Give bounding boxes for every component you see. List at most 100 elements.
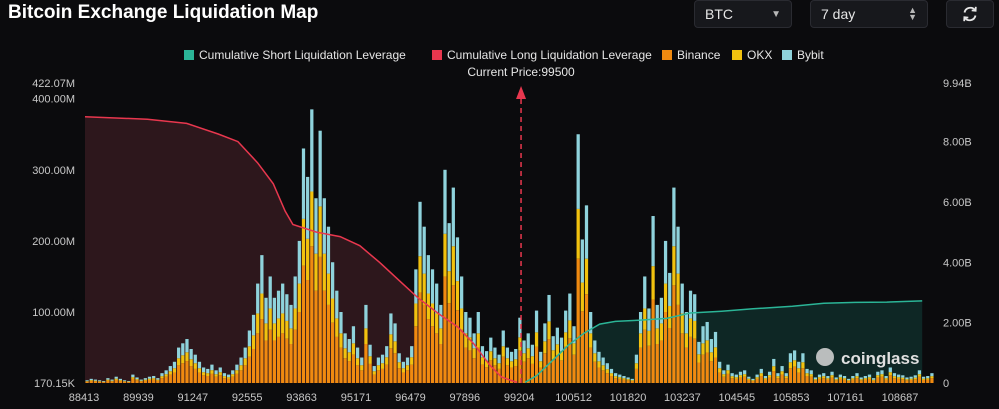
- bar-okx: [776, 376, 780, 379]
- bar-okx: [867, 377, 872, 379]
- bar-bybit: [301, 148, 306, 219]
- bar-okx: [460, 308, 464, 330]
- bar-okx: [318, 206, 322, 257]
- bar-okx: [235, 370, 239, 374]
- bar-binance: [509, 367, 514, 383]
- short-cumulative-area: [524, 300, 923, 383]
- y-left-tick-label: 170.15K: [34, 378, 76, 390]
- bar-bybit: [493, 347, 497, 359]
- bar-bybit: [851, 376, 855, 379]
- bar-binance: [247, 356, 252, 383]
- bar-okx: [368, 356, 372, 364]
- bar-bybit: [314, 198, 318, 254]
- bar-bybit: [559, 337, 564, 352]
- bar-binance: [131, 378, 135, 383]
- bar-okx: [285, 320, 289, 339]
- bar-okx: [226, 377, 231, 379]
- bar-okx: [651, 266, 655, 300]
- symbol-select[interactable]: BTC ▼: [694, 0, 792, 28]
- bar-binance: [156, 380, 160, 383]
- bar-binance: [734, 378, 738, 383]
- bar-binance: [122, 381, 127, 383]
- bar-okx: [156, 379, 160, 381]
- bar-bybit: [372, 366, 376, 372]
- bar-okx: [701, 343, 705, 355]
- bar-bybit: [393, 323, 397, 342]
- bar-okx: [181, 355, 185, 364]
- bar-binance: [476, 347, 480, 383]
- bar-binance: [335, 336, 339, 383]
- bar-bybit: [118, 378, 122, 381]
- bar-okx: [888, 372, 892, 376]
- bar-bybit: [543, 323, 547, 342]
- bar-bybit: [763, 376, 768, 379]
- bar-binance: [347, 361, 351, 383]
- bar-okx: [435, 313, 439, 334]
- bar-binance: [668, 328, 672, 383]
- bar-bybit: [260, 255, 264, 294]
- bar-bybit: [772, 358, 776, 367]
- bar-okx: [809, 374, 813, 377]
- bar-binance: [626, 380, 630, 383]
- bar-bybit: [634, 354, 639, 364]
- bar-bybit: [805, 368, 809, 374]
- bar-bybit: [684, 312, 688, 334]
- bar-okx: [306, 238, 310, 281]
- bar-okx: [480, 357, 485, 365]
- bar-okx: [231, 374, 235, 377]
- bar-okx: [260, 293, 264, 320]
- bar-binance: [177, 365, 181, 383]
- bar-okx: [247, 346, 252, 357]
- bar-binance: [514, 366, 518, 383]
- bar-okx: [164, 374, 168, 377]
- bar-bybit: [792, 350, 797, 361]
- bar-bybit: [505, 347, 510, 359]
- bar-bybit: [776, 373, 780, 377]
- bar-binance: [618, 378, 622, 383]
- bar-bybit: [414, 269, 418, 304]
- bar-bybit: [580, 239, 584, 283]
- bar-okx: [310, 191, 314, 247]
- bar-okx: [897, 377, 901, 379]
- coinglass-logo-icon: [816, 348, 834, 366]
- refresh-button[interactable]: [946, 0, 994, 28]
- range-select[interactable]: 7 day ▲ ▼: [810, 0, 928, 28]
- bar-binance: [264, 340, 268, 383]
- bar-bybit: [264, 297, 268, 324]
- x-tick-label: 97896: [450, 392, 481, 404]
- bar-binance: [306, 280, 310, 383]
- bar-okx: [901, 377, 905, 380]
- bar-binance: [447, 303, 451, 383]
- bar-bybit: [780, 366, 784, 372]
- bar-okx: [264, 323, 268, 341]
- bar-bybit: [443, 169, 447, 234]
- bar-binance: [380, 368, 385, 383]
- bar-okx: [218, 372, 222, 376]
- bar-binance: [181, 363, 185, 383]
- bar-binance: [493, 365, 497, 383]
- bar-bybit: [276, 290, 281, 319]
- legend-swatch-bybit: [782, 50, 792, 60]
- bar-okx: [668, 305, 672, 329]
- bar-binance: [589, 347, 593, 383]
- bar-bybit: [680, 283, 684, 314]
- bar-bybit: [605, 363, 609, 370]
- bar-okx: [672, 246, 676, 286]
- bar-bybit: [509, 351, 514, 362]
- bar-bybit: [201, 367, 206, 373]
- bar-bybit: [222, 373, 227, 377]
- bar-binance: [410, 364, 414, 383]
- bar-binance: [193, 368, 197, 383]
- bar-binance: [809, 376, 813, 383]
- bar-bybit: [193, 354, 197, 364]
- bar-okx: [464, 333, 468, 348]
- bar-binance: [451, 285, 455, 383]
- bar-bybit: [697, 341, 701, 355]
- bar-binance: [160, 378, 164, 383]
- bar-bybit: [755, 374, 759, 378]
- y-axis-left: 170.15K 100.00M 200.00M 300.00M 400.00M 422.0…: [32, 78, 75, 390]
- bar-okx: [251, 335, 256, 349]
- bar-bybit: [185, 339, 189, 353]
- bar-bybit: [102, 380, 106, 382]
- bar-bybit: [730, 373, 734, 377]
